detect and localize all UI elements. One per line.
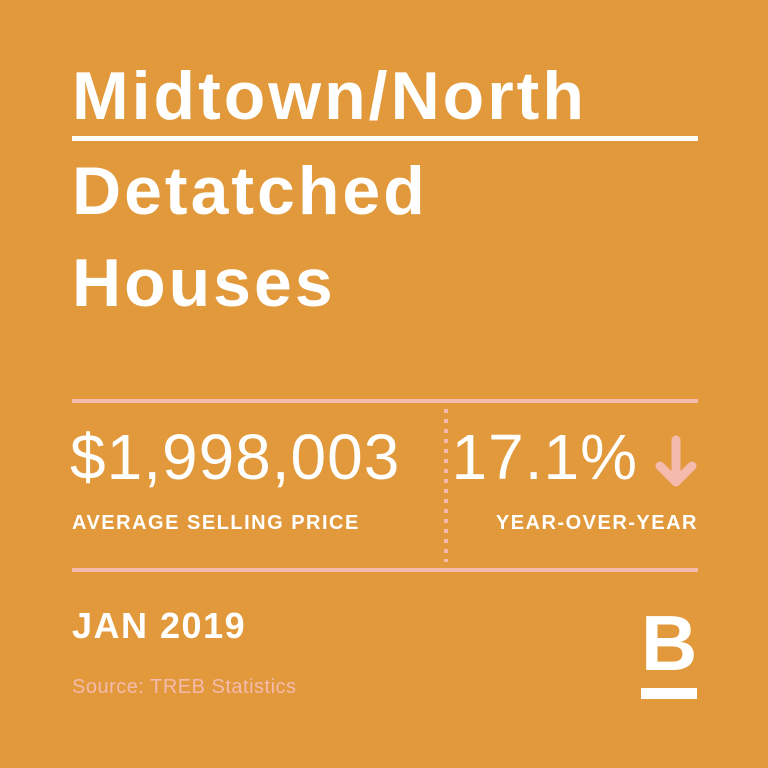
stats-top-rule: [72, 399, 698, 403]
report-date: JAN 2019: [72, 605, 247, 646]
property-type-line-2: Houses: [72, 245, 336, 321]
stats-dotted-divider: [444, 409, 448, 562]
brand-letter: B: [641, 599, 698, 687]
region-title: Midtown/North: [72, 58, 587, 134]
source-attribution: Source: TREB Statistics: [72, 676, 297, 698]
region-title-underline: [72, 136, 698, 141]
property-type-line-1: Detatched: [72, 153, 428, 229]
down-arrow-icon: [655, 435, 697, 487]
year-over-year-label: YEAR-OVER-YEAR: [495, 512, 698, 534]
brand-logo: B: [641, 604, 697, 699]
year-over-year-stat: 17.1%: [452, 425, 698, 489]
average-selling-price-label: AVERAGE SELLING PRICE: [72, 512, 360, 534]
average-selling-price-value: $1,998,003: [70, 421, 401, 493]
brand-logo-underline: [641, 688, 697, 699]
year-over-year-value: 17.1%: [451, 421, 638, 493]
stats-bottom-rule: [72, 568, 698, 572]
